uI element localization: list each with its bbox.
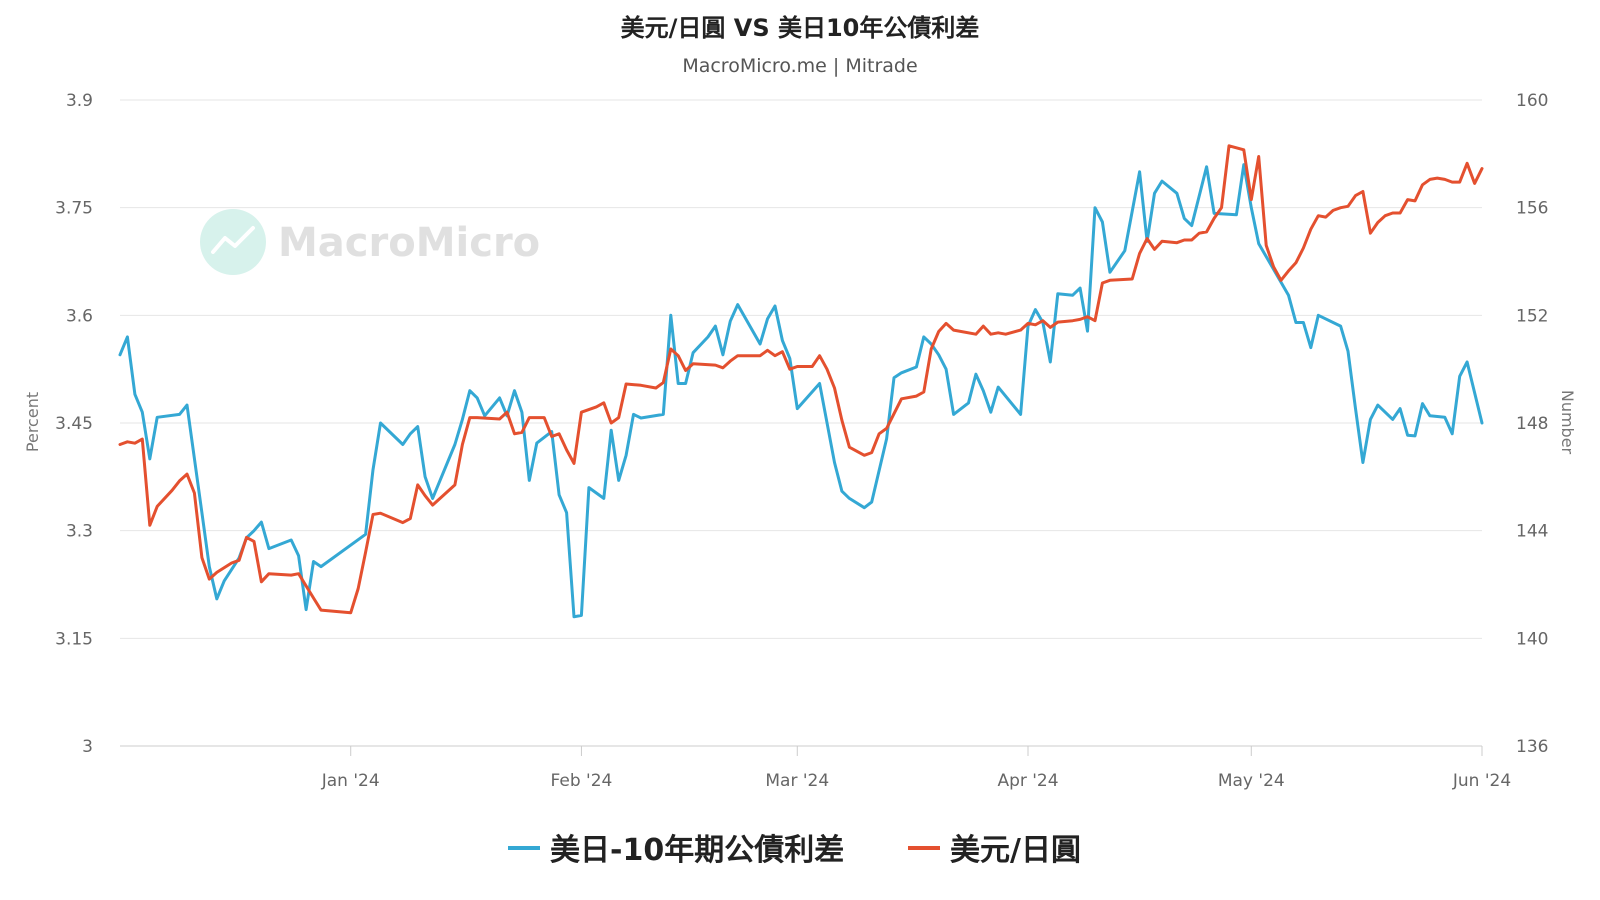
legend-label-spread[interactable]: 美日-10年期公債利差 (550, 833, 844, 868)
y-left-tick-label: 3.6 (66, 306, 93, 326)
x-tick-label: Mar '24 (765, 771, 829, 791)
y-left-tick-label: 3.15 (55, 629, 93, 649)
y-axis-right-title: Number (1558, 390, 1577, 455)
y-left-tick-label: 3.75 (55, 199, 93, 219)
y-left-tick-label: 3.3 (66, 522, 93, 542)
x-tick-label: Jun '24 (1452, 771, 1511, 791)
y-right-tick-label: 136 (1516, 737, 1548, 757)
y-right-tick-label: 140 (1516, 629, 1548, 649)
y-right-tick-label: 148 (1516, 414, 1548, 434)
x-tick-label: May '24 (1218, 771, 1285, 791)
y-left-tick-label: 3 (82, 737, 93, 757)
watermark-trend-icon (211, 226, 255, 254)
y-right-tick-label: 152 (1516, 306, 1548, 326)
y-axis-right: 136 140 144 148 152 156 160 (1516, 91, 1548, 757)
y-axis-left: 3 3.15 3.3 3.45 3.6 3.75 3.9 (55, 91, 93, 757)
chart-title: 美元/日圓 VS 美日10年公債利差 (621, 14, 980, 42)
y-axis-left-title: Percent (23, 392, 42, 452)
y-right-tick-label: 144 (1516, 522, 1548, 542)
series-line-spread[interactable] (118, 163, 1484, 619)
watermark: MacroMicro (200, 209, 540, 275)
y-left-tick-label: 3.9 (66, 91, 93, 111)
y-right-tick-label: 160 (1516, 91, 1548, 111)
x-tick-label: Jan '24 (321, 771, 380, 791)
series-layer (118, 144, 1484, 619)
x-axis: Jan '24 Feb '24 Mar '24 Apr '24 May '24 Jun '… (321, 746, 1511, 791)
grid-lines (120, 99, 1482, 747)
x-tick-label: Feb '24 (551, 771, 613, 791)
x-tick-label: Apr '24 (997, 771, 1058, 791)
legend[interactable]: 美日-10年期公債利差 美元/日圓 (508, 833, 1081, 868)
legend-label-usdjpy[interactable]: 美元/日圓 (950, 833, 1081, 868)
y-right-tick-label: 156 (1516, 199, 1548, 219)
y-left-tick-label: 3.45 (55, 414, 93, 434)
watermark-text: MacroMicro (278, 220, 540, 266)
series-line-usdjpy[interactable] (118, 144, 1484, 615)
chart-subtitle: MacroMicro.me | Mitrade (682, 55, 917, 77)
